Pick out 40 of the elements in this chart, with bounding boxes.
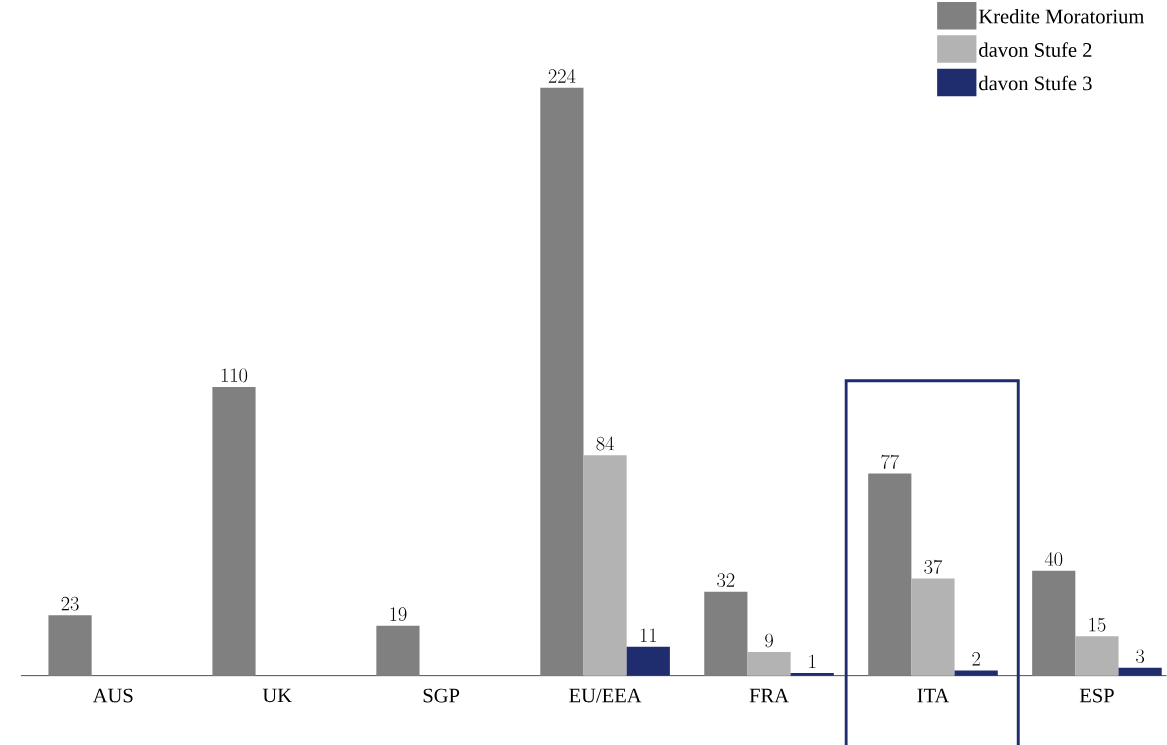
bar	[48, 615, 92, 676]
x-tick-label: AUS	[92, 688, 133, 703]
data-label: 19	[390, 607, 407, 621]
bar	[954, 670, 998, 676]
bar	[212, 386, 256, 676]
bar	[911, 578, 955, 676]
x-tick-label: ITA	[917, 688, 950, 703]
x-tick-label: FRA	[749, 688, 789, 703]
bar	[1032, 570, 1076, 676]
bar	[626, 646, 670, 676]
data-label: 32	[717, 573, 735, 587]
bar	[790, 672, 834, 676]
x-tick-label: ESP	[1079, 688, 1114, 703]
data-label: 15	[1089, 617, 1106, 632]
data-label: 84	[596, 436, 614, 451]
bar	[1118, 667, 1162, 676]
bar	[1075, 636, 1119, 676]
legend-label: davon Stufe 3	[979, 75, 1092, 91]
bar	[868, 473, 912, 676]
bar	[704, 591, 748, 676]
bar	[540, 87, 584, 676]
x-tick-label: UK	[262, 688, 292, 703]
data-label: 23	[61, 596, 79, 611]
data-label: 37	[924, 559, 943, 574]
bar	[747, 651, 791, 676]
bar	[376, 625, 420, 676]
x-tick-label: SGP	[423, 688, 460, 703]
data-label: 2	[972, 651, 980, 666]
data-label: 1	[809, 654, 816, 668]
legend-label: Kredite Moratorium	[978, 8, 1145, 24]
bar	[583, 455, 627, 676]
x-tick-label: EU/EEA	[569, 688, 642, 703]
data-label: 40	[1044, 551, 1063, 566]
data-label: 3	[1136, 649, 1145, 663]
data-label: 11	[640, 628, 657, 642]
data-label: 110	[221, 368, 248, 382]
data-label: 9	[765, 633, 773, 648]
data-label: 77	[881, 454, 899, 469]
data-label: 224	[548, 68, 576, 83]
legend-label: davon Stufe 2	[979, 42, 1092, 57]
